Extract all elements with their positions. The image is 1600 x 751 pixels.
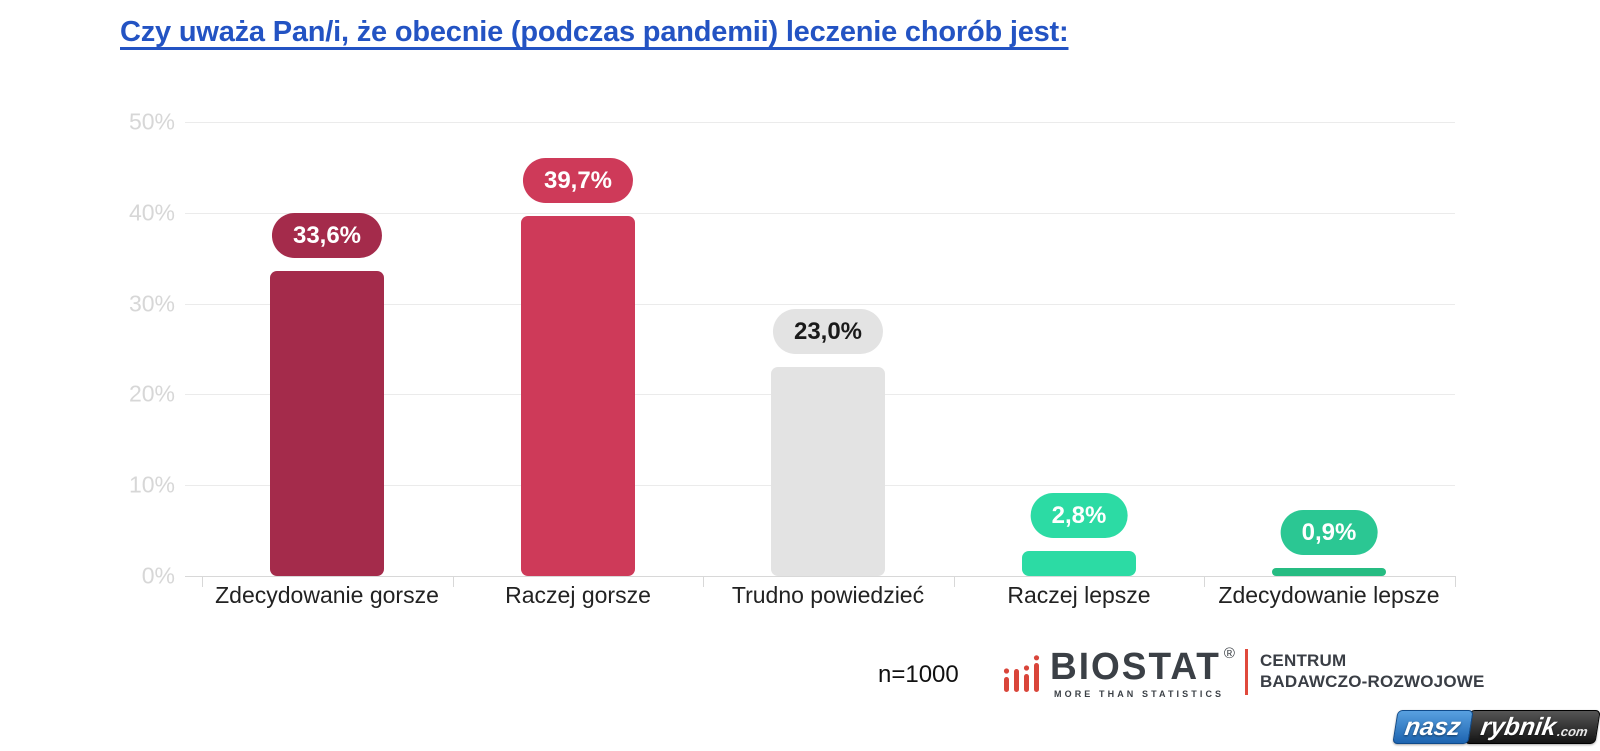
division-line1: CENTRUM <box>1259 651 1347 670</box>
bar-2 <box>521 216 635 576</box>
y-axis-tick-label: 0% <box>141 562 175 589</box>
x-axis-tick <box>1204 576 1205 587</box>
x-axis-tick <box>1455 576 1456 587</box>
logo-divider-line <box>1244 649 1248 695</box>
y-axis-tick-label: 50% <box>128 108 175 135</box>
x-axis-line <box>185 576 1455 577</box>
registered-trademark-icon: ® <box>1223 645 1235 662</box>
x-axis-tick <box>202 576 203 587</box>
division-line2: BADAWCZO-ROZWOJOWE <box>1259 672 1485 691</box>
biostat-division-label: CENTRUM BADAWCZO-ROZWOJOWE <box>1260 650 1485 692</box>
watermark-rybnik-box: rybnik .com <box>1463 710 1600 744</box>
bar-3 <box>771 367 885 576</box>
gridline <box>185 122 1455 123</box>
category-label: Trudno powiedzieć <box>731 582 925 608</box>
watermark-nasz-text: nasz <box>1402 713 1463 741</box>
biostat-wordmark-block: BIOSTAT ® MORE THAN STATISTICS <box>1050 645 1235 699</box>
y-axis-tick-label: 10% <box>128 471 175 498</box>
value-label-pill: 39,7% <box>522 158 634 203</box>
x-axis-tick <box>453 576 454 587</box>
gridline <box>185 212 1455 214</box>
biostat-wordmark: BIOSTAT <box>1050 645 1221 688</box>
naszrybnik-watermark: nasz rybnik .com <box>1392 710 1600 744</box>
x-axis-tick <box>954 576 955 587</box>
red-bar-chart-icon <box>1003 655 1041 702</box>
gridline <box>185 303 1455 305</box>
value-label-pill: 0,9% <box>1280 510 1378 555</box>
watermark-nasz-box: nasz <box>1392 710 1474 744</box>
biostat-logo: BIOSTAT ® MORE THAN STATISTICS CENTRUM B… <box>1003 645 1485 702</box>
category-label: Zdecydowanie lepsze <box>1218 582 1440 608</box>
category-label: Raczej lepsze <box>1007 582 1151 608</box>
sample-size-label: n=1000 <box>878 661 959 688</box>
category-label: Raczej gorsze <box>505 582 651 608</box>
bar-4 <box>1022 551 1136 576</box>
y-axis-tick-label: 20% <box>128 380 175 407</box>
watermark-rybnik-text: rybnik <box>1478 713 1558 741</box>
value-label-pill: 23,0% <box>772 309 884 354</box>
value-label-pill: 33,6% <box>271 213 383 258</box>
value-label-pill: 2,8% <box>1030 493 1128 538</box>
chart-title: Czy uważa Pan/i, że obecnie (podczas pan… <box>120 16 1069 48</box>
y-axis-tick-label: 40% <box>128 199 175 226</box>
bar-5 <box>1272 568 1386 576</box>
category-label: Zdecydowanie gorsze <box>215 582 439 608</box>
bar-1 <box>270 271 384 576</box>
y-axis-tick-label: 30% <box>128 290 175 317</box>
x-axis-tick <box>703 576 704 587</box>
biostat-tagline: MORE THAN STATISTICS <box>1054 689 1225 699</box>
watermark-com-text: .com <box>1555 724 1589 739</box>
